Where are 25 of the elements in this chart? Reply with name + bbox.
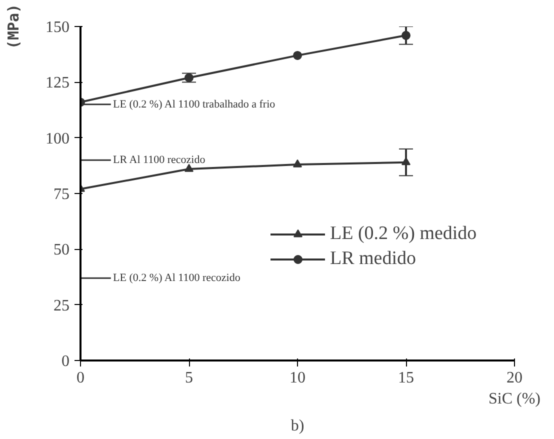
y-tick-label: 125 [46,74,70,92]
y-tick-label: 50 [54,242,70,259]
y-tick-label: 150 [46,19,70,36]
point [184,164,194,172]
x-tick-label: 15 [398,370,414,386]
point [293,159,302,168]
x-tick-label: 0 [76,370,84,386]
x-axis-title: SiC (%) [488,390,540,408]
point [184,73,194,82]
y-tick-label: 75 [54,186,70,203]
y-tick-label: 0 [62,353,70,370]
point [402,30,410,40]
x-tick-label: 10 [290,370,306,386]
y-axis-title: (MPa) [4,4,22,50]
y-tick-label: 100 [46,130,70,148]
ref-line-label: LE (0.2 %) Al 1100 trabalhado a frio [113,98,276,110]
y-tick-label: 25 [54,297,70,314]
point [293,50,302,60]
legend-label: LR medido [330,248,416,270]
ref-line-label: LR Al 1100 recozido [113,154,206,166]
x-tick-label: 5 [185,370,193,386]
text: b) [290,418,304,434]
x-tick-label: 20 [506,370,522,386]
ref-line-label: LE (0.2 %) Al 1100 recozido [113,272,241,284]
legend-label: LE (0.2 %) medido [330,223,477,245]
